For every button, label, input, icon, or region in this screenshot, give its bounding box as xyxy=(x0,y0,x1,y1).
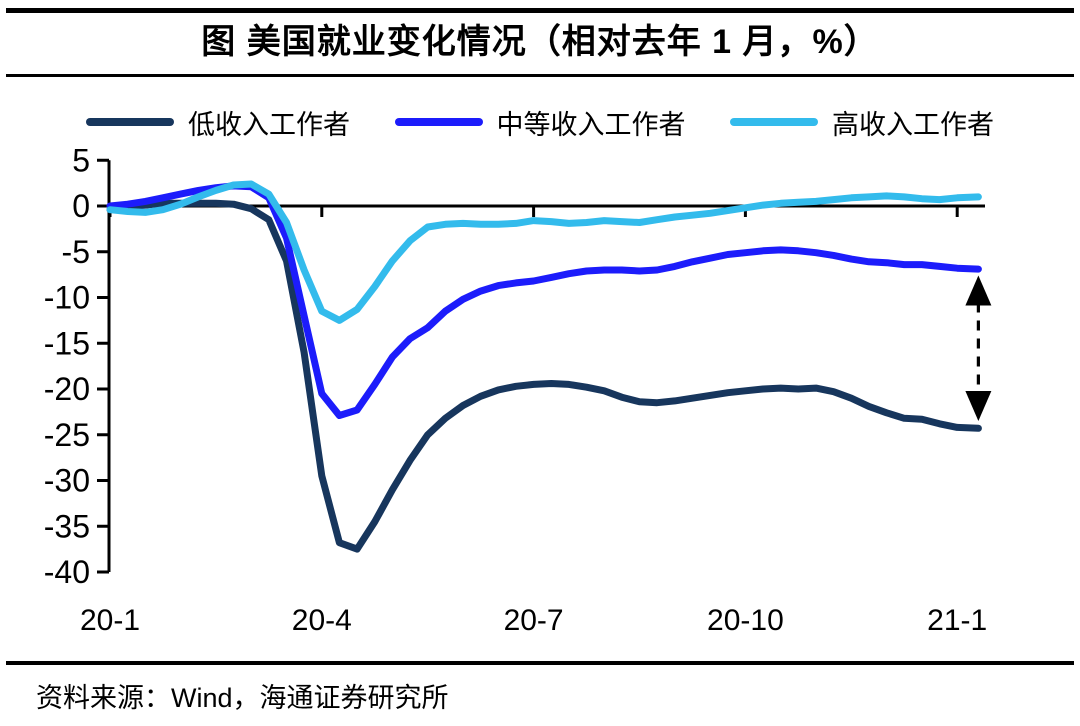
high-income-line-swatch xyxy=(730,118,818,126)
middle-income-line-swatch xyxy=(394,118,483,126)
top-rule xyxy=(6,8,1074,13)
chart-svg: 5 0 -5 -10 -15 -20 -25 -30 -35 -40 20-1 20-4 20-7 20-… xyxy=(44,145,992,637)
svg-text:0: 0 xyxy=(72,188,90,224)
legend-item-middle-income: 中等收入工作者 xyxy=(394,103,686,142)
svg-text:-35: -35 xyxy=(44,508,90,544)
source-note: 资料来源：Wind，海通证券研究所 xyxy=(36,683,449,713)
svg-text:-25: -25 xyxy=(44,417,90,453)
svg-text:20-1: 20-1 xyxy=(80,604,140,637)
svg-text:-30: -30 xyxy=(44,463,90,499)
title-bottom-rule xyxy=(6,74,1074,77)
legend-item-low-income: 低收入工作者 xyxy=(86,103,350,142)
legend-label: 中等收入工作者 xyxy=(496,109,686,140)
legend-label: 高收入工作者 xyxy=(832,109,994,140)
svg-text:-15: -15 xyxy=(44,325,90,361)
source-top-rule xyxy=(6,661,1074,665)
svg-text:-20: -20 xyxy=(44,371,90,407)
svg-text:20-4: 20-4 xyxy=(292,604,352,637)
legend-label: 低收入工作者 xyxy=(188,109,350,140)
svg-text:-5: -5 xyxy=(62,234,90,270)
svg-text:5: 5 xyxy=(72,145,90,178)
svg-text:20-7: 20-7 xyxy=(504,604,564,637)
legend-item-high-income: 高收入工作者 xyxy=(730,103,994,142)
svg-text:-40: -40 xyxy=(44,554,90,590)
low-income-line-swatch xyxy=(86,118,174,126)
legend: 低收入工作者 中等收入工作者 高收入工作者 xyxy=(86,104,994,140)
svg-text:-10: -10 xyxy=(44,280,90,316)
svg-text:20-10: 20-10 xyxy=(707,604,784,637)
figure-title: 图 美国就业变化情况（相对去年 1 月，%） xyxy=(201,23,879,61)
svg-text:21-1: 21-1 xyxy=(927,604,987,637)
chart: 5 0 -5 -10 -15 -20 -25 -30 -35 -40 20-1 20-4 20-7 20-… xyxy=(20,145,1020,645)
